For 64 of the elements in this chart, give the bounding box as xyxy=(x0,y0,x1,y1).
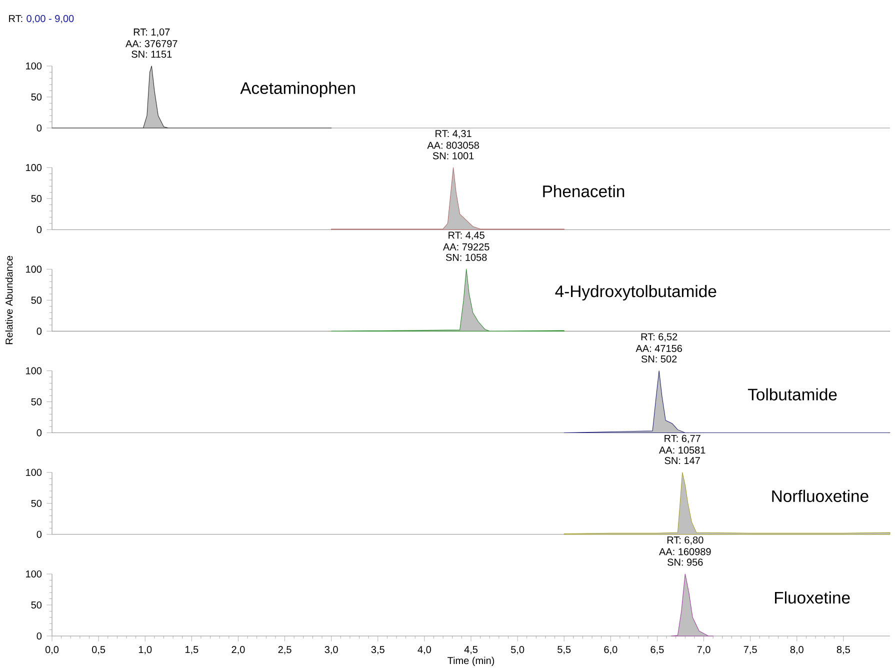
x-tick-label: 3,0 xyxy=(324,646,338,654)
y-axis-title: Relative Abundance xyxy=(5,256,13,344)
x-tick-label: 8,5 xyxy=(836,646,850,654)
annotation: RT: 6,80 xyxy=(667,536,704,545)
x-tick-label: 6,5 xyxy=(650,646,664,654)
y-tick-label: 0 xyxy=(36,328,42,335)
x-tick-label: 8,0 xyxy=(790,646,804,654)
y-tick-label: 50 xyxy=(31,195,42,202)
x-axis-title: Time (min) xyxy=(448,656,494,666)
x-tick-label: 4,5 xyxy=(464,646,478,654)
annotation: SN: 1151 xyxy=(132,50,172,58)
annotation: SN: 502 xyxy=(641,355,677,363)
x-tick-label: 7,5 xyxy=(744,646,757,654)
annotation: AA: 160989 xyxy=(659,548,711,556)
y-tick-label: 0 xyxy=(36,429,42,436)
y-tick-label: 100 xyxy=(26,164,42,172)
chart-title: RT: xyxy=(9,15,22,22)
series-label: 4-Hydroxytolbutamide xyxy=(555,284,716,301)
y-tick-label: 50 xyxy=(31,601,42,609)
x-tick-label: 4,0 xyxy=(418,646,431,654)
y-tick-label: 100 xyxy=(26,266,42,273)
x-tick-label: 2,5 xyxy=(278,646,292,654)
chart-subtitle: 0,00 - 9,00 xyxy=(26,15,74,24)
series-label: Tolbutamide xyxy=(748,388,837,400)
series-label: Phenacetin xyxy=(543,185,624,198)
x-tick-label: 7,0 xyxy=(697,646,710,654)
y-tick-label: 0 xyxy=(36,632,42,640)
text: Fluoxetine xyxy=(775,591,850,604)
annotation: AA: 47156 xyxy=(636,344,682,352)
y-tick-label: 100 xyxy=(26,468,42,476)
annotation: RT: 6,52 xyxy=(641,333,678,342)
y-tick-label: 100 xyxy=(26,570,42,578)
y-tick-label: 100 xyxy=(26,62,42,70)
series-label: Acetaminophen xyxy=(240,82,355,98)
annotation: AA: 803058 xyxy=(427,142,479,149)
x-tick-label: 6,0 xyxy=(604,646,618,654)
annotation: AA: 10581 xyxy=(659,446,706,454)
y-tick-label: 50 xyxy=(31,93,42,101)
x-tick-label: 0,0 xyxy=(45,646,59,654)
annotation: RT: 1,07 xyxy=(134,28,170,37)
x-tick-label: 0,5 xyxy=(92,646,106,654)
x-tick-label: 1,0 xyxy=(138,646,152,654)
y-tick-label: 100 xyxy=(26,367,42,374)
annotation: RT: 4,31 xyxy=(436,130,472,138)
annotation: SN: 956 xyxy=(668,558,703,566)
x-tick-label: 1,5 xyxy=(185,646,198,654)
annotation: SN: 1001 xyxy=(432,152,474,160)
series-label: Norfluoxetine xyxy=(772,490,868,502)
annotation: SN: 147 xyxy=(664,457,700,464)
annotation: SN: 1058 xyxy=(446,254,487,261)
y-tick-label: 50 xyxy=(31,398,42,406)
y-tick-label: 50 xyxy=(31,296,42,304)
annotation: RT: 6,77 xyxy=(664,434,700,444)
y-tick-label: 0 xyxy=(36,226,42,234)
annotation: RT: 4,45 xyxy=(448,232,484,240)
x-tick-label: 2,0 xyxy=(232,646,245,654)
y-tick-label: 0 xyxy=(36,124,42,132)
y-tick-label: 50 xyxy=(31,500,42,507)
x-tick-label: 3,5 xyxy=(371,646,384,654)
annotation: AA: 79225 xyxy=(443,243,490,250)
annotation: AA: 376797 xyxy=(126,40,178,48)
y-tick-label: 0 xyxy=(36,530,42,538)
x-tick-label: 5,5 xyxy=(558,646,571,654)
x-tick-label: 5,0 xyxy=(511,646,524,654)
